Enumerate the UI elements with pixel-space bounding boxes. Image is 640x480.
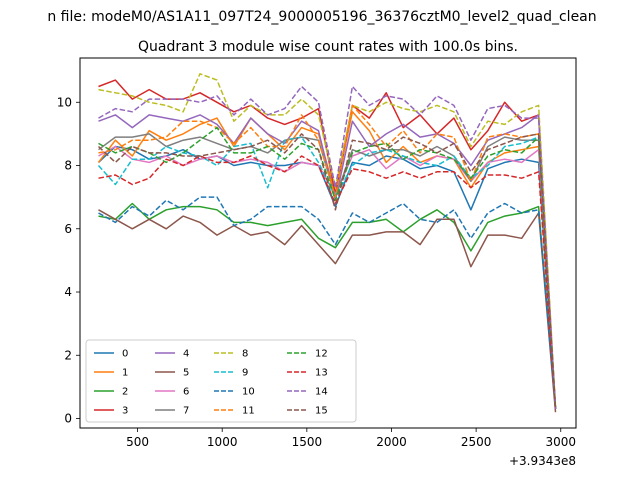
legend-label-7: 7 [183,406,189,417]
legend-label-0: 0 [122,349,128,360]
y-tick-label: 2 [64,348,72,362]
series-line-7 [98,133,557,410]
legend-label-13: 13 [315,368,328,379]
x-tick-label: 1500 [292,435,323,449]
series-line-2 [98,202,557,410]
legend-label-3: 3 [122,406,128,417]
series-line-10 [98,196,557,410]
x-tick-label: 2500 [461,435,492,449]
x-offset-label: +3.9343e8 [509,454,576,468]
chart-title: Quadrant 3 module wise count rates with … [138,39,518,55]
legend-label-12: 12 [315,349,328,360]
legend-label-14: 14 [315,387,328,398]
series-line-4 [98,114,557,410]
x-tick-label: 1000 [207,435,238,449]
legend-label-2: 2 [122,387,128,398]
legend-label-9: 9 [242,368,248,379]
plot-frame [79,57,577,429]
x-tick-label: 500 [126,435,149,449]
series-line-14 [98,85,557,410]
y-tick-label: 8 [64,159,72,173]
series-lines [97,73,557,413]
series-line-8 [98,73,557,406]
legend-label-11: 11 [242,406,255,417]
series-line-5 [98,209,557,413]
legend-box [85,339,357,423]
legend-label-15: 15 [315,406,328,417]
series-line-13 [98,155,557,410]
legend-label-10: 10 [242,387,255,398]
y-tick-label: 6 [64,222,72,236]
figure-suptitle: n file: modeM0/AS1A11_097T24_9000005196_… [47,9,596,25]
y-axis: 0 2 4 6 8 10 [57,95,80,426]
legend-label-6: 6 [183,387,189,398]
y-tick-label: 4 [64,285,72,299]
legend-label-4: 4 [183,349,189,360]
series-line-15 [97,133,557,410]
legend-label-1: 1 [122,368,128,379]
x-tick-label: 3000 [545,435,576,449]
y-tick-label: 0 [64,412,72,426]
x-axis: 500 1000 1500 2000 2500 3000 [126,428,576,449]
legend-label-5: 5 [183,368,189,379]
x-tick-label: 2000 [376,435,407,449]
y-tick-label: 10 [57,95,72,109]
legend-label-8: 8 [242,349,248,360]
series-line-11 [98,104,557,410]
